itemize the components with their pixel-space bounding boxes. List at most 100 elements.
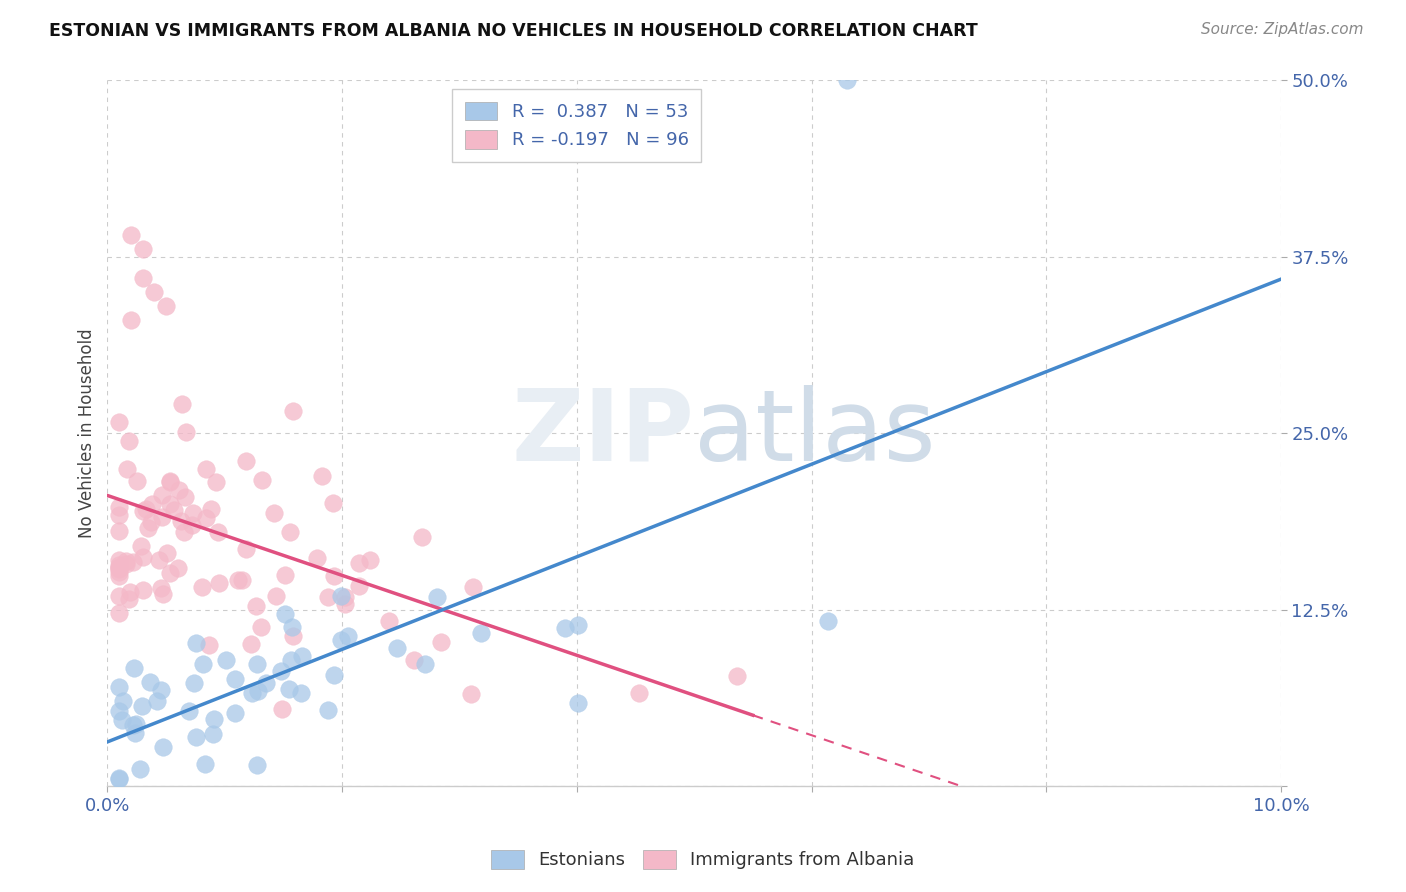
Point bbox=[263, 507, 285, 521]
Point bbox=[149, 682, 172, 697]
Point bbox=[146, 694, 169, 708]
Point bbox=[159, 475, 181, 489]
Point bbox=[159, 474, 181, 488]
Point bbox=[245, 657, 267, 671]
Point bbox=[163, 503, 186, 517]
Point bbox=[278, 525, 301, 540]
Point bbox=[191, 580, 214, 594]
Point bbox=[108, 606, 131, 620]
Point bbox=[132, 503, 155, 517]
Point bbox=[149, 581, 172, 595]
Point bbox=[170, 397, 193, 411]
Point bbox=[359, 552, 381, 566]
Point bbox=[150, 510, 173, 524]
Point bbox=[567, 697, 589, 711]
Point bbox=[132, 550, 155, 565]
Point bbox=[110, 713, 132, 727]
Point bbox=[125, 717, 148, 731]
Point bbox=[277, 681, 299, 696]
Point bbox=[240, 686, 263, 700]
Point bbox=[122, 555, 145, 569]
Point bbox=[224, 706, 246, 721]
Point bbox=[194, 462, 217, 476]
Point bbox=[108, 560, 131, 574]
Legend: Estonians, Immigrants from Albania: Estonians, Immigrants from Albania bbox=[482, 841, 924, 879]
Point bbox=[333, 590, 356, 604]
Point bbox=[173, 525, 195, 540]
Point bbox=[208, 575, 231, 590]
Point bbox=[280, 620, 302, 634]
Point bbox=[226, 573, 249, 587]
Point bbox=[131, 270, 153, 285]
Point bbox=[108, 589, 131, 603]
Point bbox=[567, 618, 589, 632]
Point bbox=[141, 497, 163, 511]
Point bbox=[129, 539, 152, 553]
Point bbox=[117, 462, 139, 476]
Point bbox=[108, 508, 131, 522]
Point bbox=[152, 586, 174, 600]
Point bbox=[108, 562, 131, 576]
Point bbox=[725, 669, 748, 683]
Point bbox=[330, 633, 353, 648]
Point bbox=[207, 525, 229, 540]
Point bbox=[108, 553, 131, 567]
Text: ESTONIAN VS IMMIGRANTS FROM ALBANIA NO VEHICLES IN HOUSEHOLD CORRELATION CHART: ESTONIAN VS IMMIGRANTS FROM ALBANIA NO V… bbox=[49, 22, 979, 40]
Point bbox=[470, 625, 492, 640]
Point bbox=[290, 686, 312, 700]
Point bbox=[307, 550, 329, 565]
Point bbox=[174, 490, 197, 504]
Point bbox=[224, 672, 246, 686]
Point bbox=[159, 566, 181, 580]
Point bbox=[194, 511, 217, 525]
Point bbox=[131, 243, 153, 257]
Point bbox=[460, 687, 482, 701]
Point bbox=[191, 657, 214, 672]
Point bbox=[122, 718, 145, 732]
Point bbox=[322, 496, 344, 510]
Point bbox=[167, 483, 190, 498]
Point bbox=[336, 629, 359, 643]
Point bbox=[136, 521, 159, 535]
Point bbox=[155, 299, 177, 313]
Point bbox=[115, 553, 138, 567]
Point bbox=[108, 565, 131, 579]
Point bbox=[426, 591, 449, 605]
Point bbox=[177, 704, 200, 718]
Point bbox=[131, 698, 153, 713]
Point bbox=[120, 313, 142, 327]
Point bbox=[413, 657, 436, 671]
Point bbox=[120, 585, 142, 599]
Point bbox=[271, 701, 294, 715]
Point bbox=[117, 592, 139, 607]
Point bbox=[150, 488, 173, 502]
Point bbox=[108, 415, 131, 429]
Point bbox=[274, 607, 297, 621]
Point bbox=[198, 638, 221, 652]
Point bbox=[128, 762, 150, 776]
Text: ZIP: ZIP bbox=[512, 384, 695, 482]
Point bbox=[167, 560, 190, 574]
Legend: R =  0.387   N = 53, R = -0.197   N = 96: R = 0.387 N = 53, R = -0.197 N = 96 bbox=[453, 89, 702, 162]
Point bbox=[112, 694, 135, 708]
Point bbox=[183, 676, 205, 690]
Point bbox=[194, 756, 217, 771]
Point bbox=[202, 712, 225, 726]
Point bbox=[108, 569, 131, 583]
Point bbox=[143, 285, 166, 299]
Point bbox=[108, 704, 131, 718]
Point bbox=[274, 568, 297, 582]
Point bbox=[214, 653, 236, 667]
Point bbox=[156, 546, 179, 560]
Point bbox=[554, 621, 576, 635]
Point bbox=[250, 473, 273, 487]
Point bbox=[108, 772, 131, 786]
Point bbox=[280, 653, 302, 667]
Point bbox=[330, 589, 353, 603]
Point bbox=[270, 664, 292, 678]
Point bbox=[347, 579, 370, 593]
Point bbox=[180, 517, 202, 532]
Point bbox=[181, 506, 204, 520]
Point bbox=[108, 500, 131, 514]
Point bbox=[115, 557, 138, 571]
